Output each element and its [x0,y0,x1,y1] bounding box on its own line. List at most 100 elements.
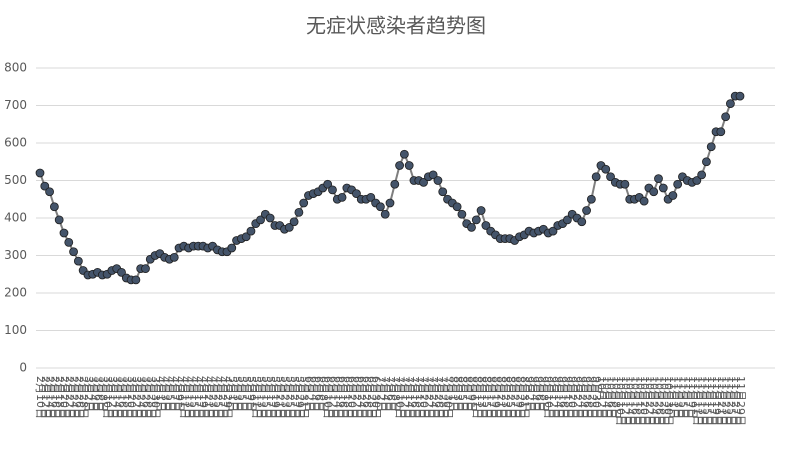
marker [69,247,78,257]
x-tick-label: 8月7日 [461,376,474,412]
x-tick-label: 7月26日 [432,376,445,419]
x-tick-label: 9月4日 [528,376,541,412]
x-tick-label: 7月14日 [403,376,416,419]
x-tick-label: 4月25日 [211,376,224,419]
x-tick-label: 6月28日 [365,376,378,419]
x-tick-label: 5月11日 [250,376,263,419]
x-tick-label: 8月15日 [480,376,493,419]
x-tick-label: 2月10日 [34,376,47,419]
x-tick-label: 9月2日 [523,376,536,412]
marker [390,179,400,189]
marker [265,213,275,223]
marker [284,222,294,232]
x-tick-label: 3月6日 [92,376,105,412]
marker [692,176,702,185]
x-tick-label: 9月30日 [590,376,603,419]
x-tick-label: 5月29日 [293,376,306,419]
x-tick-label: 3月16日 [116,376,129,419]
x-tick-label: 7月4日 [379,376,392,412]
marker [649,187,659,197]
marker [658,183,668,193]
marker [668,191,678,200]
x-tick-label: 4月15日 [187,376,200,419]
marker [299,198,309,208]
x-tick-label: 11月11日 [691,376,704,426]
x-tick-label: 4月29日 [221,376,234,419]
marker [45,187,54,197]
y-tick-label: 300 [4,248,27,262]
x-tick-label: 11月25日 [724,376,737,426]
x-tick-label: 7月30日 [442,376,455,419]
x-tick-label: 9月12日 [547,376,560,419]
x-tick-label: 5月7日 [240,376,253,412]
marker [706,142,716,152]
x-tick-label: 11月13日 [696,376,709,426]
marker [54,215,64,225]
x-tick-label: 11月21日 [715,376,728,426]
marker [366,192,376,202]
x-tick-label: 6月22日 [350,376,363,419]
x-tick-label: 7月2日 [374,376,387,412]
marker [131,275,141,285]
marker [399,149,409,159]
marker [59,228,69,238]
x-tick-label: 8月13日 [475,376,488,419]
x-tick-label: 4月19日 [197,376,210,419]
x-tick-label: 7月22日 [422,376,435,419]
x-tick-label: 10月18日 [633,376,646,426]
x-tick-label: 5月21日 [274,376,287,419]
x-tick-label: 10月20日 [638,376,651,426]
marker [380,209,390,219]
marker [395,161,404,170]
x-tick-label: 3月22日 [130,376,143,419]
y-tick-label: 400 [4,211,27,225]
marker [404,161,414,170]
x-tick-label: 11月3日 [672,376,685,419]
marker [586,194,596,204]
marker [294,207,304,217]
x-tick-label: 9月10日 [542,376,555,419]
x-tick-label: 8月25日 [504,376,517,419]
x-tick-label: 3月24日 [135,376,148,419]
marker [227,243,237,253]
marker [328,185,337,195]
marker [673,179,683,189]
marker [601,164,611,174]
x-tick-label: 5月19日 [269,376,282,419]
x-tick-label: 7月28日 [437,376,450,419]
marker [562,215,572,225]
marker [697,170,707,180]
x-tick-label: 7月20日 [418,376,431,419]
x-tick-label: 6月20日 [346,376,359,419]
marker [337,192,347,202]
x-tick-label: 8月11日 [470,376,483,419]
marker [582,206,591,215]
x-tick-label: 3月8日 [96,376,109,412]
x-tick-label: 11月15日 [700,376,713,426]
x-tick-label: 10月4日 [600,376,613,419]
x-tick-label: 4月23日 [207,376,220,419]
x-tick-label: 6月6日 [312,376,325,412]
x-tick-label: 3月12日 [106,376,119,419]
marker [438,187,448,197]
x-tick-label: 11月17日 [705,376,718,426]
marker [241,232,251,242]
marker [289,217,299,227]
x-tick-label: 10月10日 [614,376,627,426]
x-tick-label: 7月10日 [394,376,407,419]
x-tick-label: 10月14日 [624,376,637,426]
x-tick-label: 6月18日 [341,376,354,419]
x-tick-label: 11月7日 [681,376,694,419]
x-tick-label: 2月16日 [48,376,61,419]
x-tick-label: 7月24日 [427,376,440,419]
x-tick-label: 3月30日 [149,376,162,419]
x-tick-label: 5月3日 [231,376,244,412]
x-tick-label: 6月10日 [322,376,335,419]
y-tick-label: 800 [4,61,27,75]
x-tick-label: 7月18日 [413,376,426,419]
x-tick-label: 3月4日 [87,376,100,412]
marker [352,189,361,199]
marker [467,222,476,232]
x-tick-label: 2月24日 [68,376,81,419]
marker [256,215,265,225]
